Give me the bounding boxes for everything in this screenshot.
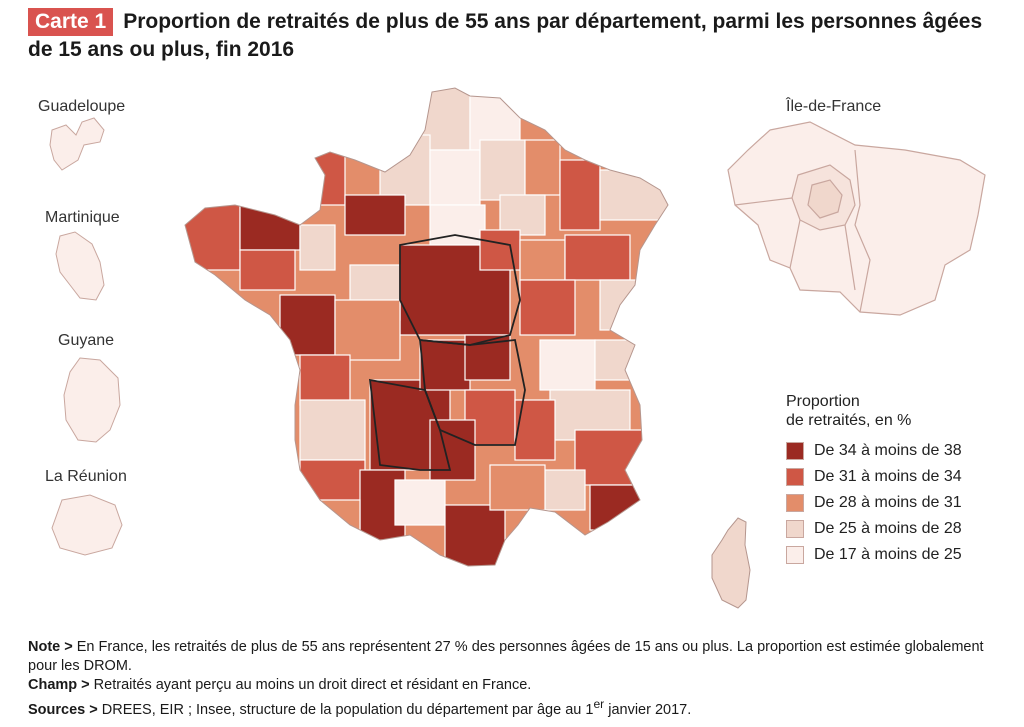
- legend-title-line1: Proportion: [786, 393, 860, 410]
- map-legend: Proportion de retraités, en % De 34 à mo…: [786, 392, 1006, 568]
- region-boundaries: [368, 234, 526, 471]
- legend-title: Proportion de retraités, en %: [786, 392, 1006, 430]
- sources-end: janvier 2017.: [604, 701, 692, 718]
- legend-label: De 25 à moins de 28: [814, 520, 962, 537]
- ile-de-france-inset: [727, 121, 986, 316]
- legend-item-31-34: De 31 à moins de 34: [786, 464, 1006, 490]
- note-text: En France, les retraités de plus de 55 a…: [28, 639, 984, 674]
- legend-title-line2: de retraités, en %: [786, 412, 912, 429]
- sources-text: DREES, EIR ; Insee, structure de la popu…: [101, 701, 594, 718]
- drom-label-guadeloupe: Guadeloupe: [38, 98, 125, 115]
- legend-swatch: [786, 546, 804, 564]
- legend-item-17-25: De 17 à moins de 25: [786, 542, 1006, 568]
- legend-label: De 17 à moins de 25: [814, 546, 962, 563]
- martinique-shape: [55, 231, 105, 301]
- map-title: Proportion de retraités de plus de 55 an…: [28, 10, 983, 61]
- map-number-badge: Carte 1: [28, 8, 114, 36]
- note-key: Note >: [28, 639, 73, 655]
- idf-label: Île-de-France: [785, 96, 881, 115]
- champ-key: Champ >: [28, 677, 90, 693]
- note-line: Note > En France, les retraités de plus …: [28, 638, 998, 676]
- guyane-shape: [63, 357, 121, 443]
- champ-line: Champ > Retraités ayant perçu au moins u…: [28, 676, 998, 695]
- legend-swatch: [786, 442, 804, 460]
- sources-line: Sources > DREES, EIR ; Insee, structure …: [28, 695, 998, 720]
- legend-swatch: [786, 520, 804, 538]
- metropolitan-france-map: [185, 88, 668, 566]
- legend-swatch: [786, 494, 804, 512]
- drom-label-guyane: Guyane: [58, 332, 114, 349]
- champ-text: Retraités ayant perçu au moins un droit …: [93, 677, 532, 693]
- legend-label: De 28 à moins de 31: [814, 494, 962, 511]
- reunion-shape: [51, 494, 123, 556]
- legend-label: De 31 à moins de 34: [814, 468, 962, 485]
- map-header: Carte 1 Proportion de retraités de plus d…: [28, 8, 998, 64]
- corsica: [711, 517, 751, 609]
- sources-key: Sources >: [28, 701, 98, 718]
- drom-label-martinique: Martinique: [45, 209, 120, 226]
- legend-item-34-38: De 34 à moins de 38: [786, 438, 1006, 464]
- map-notes: Note > En France, les retraités de plus …: [28, 638, 998, 720]
- france-outline: [184, 87, 669, 567]
- drom-label-reunion: La Réunion: [45, 468, 127, 485]
- legend-swatch: [786, 468, 804, 486]
- legend-item-25-28: De 25 à moins de 28: [786, 516, 1006, 542]
- legend-label: De 34 à moins de 38: [814, 442, 962, 459]
- sources-sup: er: [593, 697, 605, 711]
- legend-item-28-31: De 28 à moins de 31: [786, 490, 1006, 516]
- guadeloupe-shape: [49, 117, 105, 171]
